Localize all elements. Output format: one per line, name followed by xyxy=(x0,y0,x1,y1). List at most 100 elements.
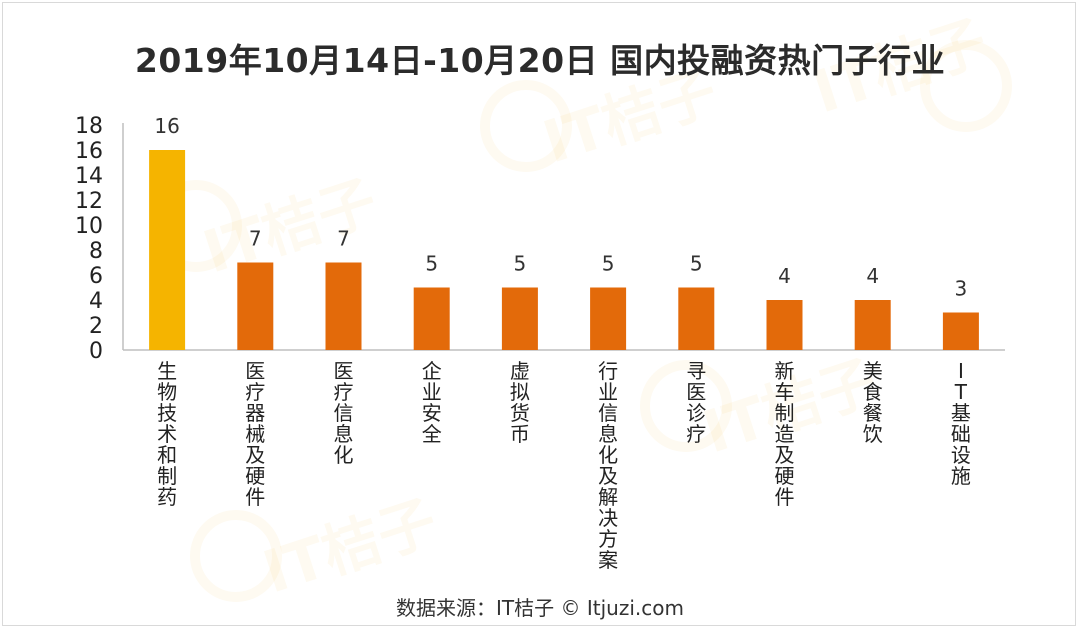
bar xyxy=(854,300,891,350)
y-tick-label: 14 xyxy=(75,164,103,189)
category-label-char: 解 xyxy=(598,485,618,509)
category-label-char: 疗 xyxy=(245,380,265,404)
source-note: 数据来源：IT桔子 © Itjuzi.com xyxy=(396,596,684,620)
category-label-char: 化 xyxy=(598,443,618,467)
category-label-char: 施 xyxy=(951,464,971,488)
category-label-char: 物 xyxy=(157,380,177,404)
category-label-char: 新 xyxy=(775,359,795,383)
category-label-char: 及 xyxy=(245,443,265,467)
data-label: 7 xyxy=(337,227,350,251)
y-tick-label: 16 xyxy=(75,139,103,164)
category-label-char: 制 xyxy=(775,401,795,425)
y-tick-label: 12 xyxy=(75,189,103,214)
y-tick-label: 2 xyxy=(89,314,103,339)
data-label: 16 xyxy=(154,114,179,138)
category-label-char: 基 xyxy=(951,401,971,425)
category-label-char: 础 xyxy=(951,422,971,446)
data-label: 5 xyxy=(425,252,438,276)
y-tick-label: 6 xyxy=(89,264,103,289)
watermark-logo-ring xyxy=(920,40,1012,132)
bar xyxy=(501,287,538,350)
data-label: 5 xyxy=(690,252,703,276)
category-label-char: 行 xyxy=(598,359,618,383)
y-tick-label: 4 xyxy=(89,289,103,314)
category-label-char: 息 xyxy=(598,422,618,446)
category-label-char: 械 xyxy=(245,422,265,446)
data-label: 5 xyxy=(514,252,527,276)
bar xyxy=(237,262,274,350)
category-label-char: 安 xyxy=(422,401,442,425)
category-label-char: 件 xyxy=(245,485,265,509)
category-label-char: 企 xyxy=(422,359,442,383)
bar xyxy=(325,262,362,350)
category-label-char: 诊 xyxy=(686,401,706,425)
category-label-char: 硬 xyxy=(775,464,795,488)
bar xyxy=(766,300,803,350)
bar xyxy=(942,312,979,350)
y-tick-label: 10 xyxy=(75,214,103,239)
category-label-char: 制 xyxy=(157,464,177,488)
category-label-char: 货 xyxy=(510,401,530,425)
data-label: 7 xyxy=(249,227,262,251)
bar xyxy=(413,287,450,350)
category-label-char: 餐 xyxy=(863,401,883,425)
data-labels: 16 7 7 5 5 5 5 4 4 3 xyxy=(154,114,967,301)
data-label: 3 xyxy=(955,277,968,301)
data-label: 4 xyxy=(778,264,791,288)
bar xyxy=(678,287,715,350)
category-label-char: 美 xyxy=(863,359,883,383)
category-label-char: 息 xyxy=(334,422,354,446)
category-label-char: 器 xyxy=(245,401,265,425)
category-label-char: 医 xyxy=(686,380,706,404)
category-label-char: 拟 xyxy=(510,380,530,404)
category-label-char: 化 xyxy=(334,443,354,467)
y-tick-label: 8 xyxy=(89,239,103,264)
category-label-char: 疗 xyxy=(334,380,354,404)
category-label-char: 虚 xyxy=(510,359,530,383)
category-label-char: 案 xyxy=(598,548,618,572)
chart-title: 2019年10月14日-10月20日 国内投融资热门子行业 xyxy=(134,41,946,80)
category-label-char: 医 xyxy=(245,359,265,383)
category-label-char: 及 xyxy=(775,443,795,467)
category-label-char: 全 xyxy=(422,422,442,446)
category-label-char: 决 xyxy=(598,506,618,530)
bars xyxy=(149,150,979,350)
category-label-char: 疗 xyxy=(686,422,706,446)
category-label-char: 信 xyxy=(334,401,354,425)
category-label-char: 币 xyxy=(510,422,530,446)
category-label-char: 及 xyxy=(598,464,618,488)
category-label-char: 饮 xyxy=(863,422,883,446)
category-label-char: 硬 xyxy=(245,464,265,488)
category-label-char: 术 xyxy=(157,422,177,446)
watermark-logo-ring xyxy=(190,510,282,602)
category-label-char: 寻 xyxy=(686,359,706,383)
category-labels: 生物技术和制药医疗器械及硬件医疗信息化企业安全虚拟货币行业信息化及解决方案寻医诊… xyxy=(157,359,971,572)
y-tick-label: 18 xyxy=(75,114,103,139)
category-label-char: 方 xyxy=(598,527,618,551)
category-label-char: 技 xyxy=(157,401,177,425)
category-label-char: 生 xyxy=(157,359,177,383)
category-label-char: T xyxy=(954,380,968,404)
category-label-char: 件 xyxy=(775,485,795,509)
bar xyxy=(149,150,186,350)
data-label: 4 xyxy=(866,264,879,288)
category-label-char: 医 xyxy=(334,359,354,383)
category-label-char: 车 xyxy=(775,380,795,404)
category-label-char: 信 xyxy=(598,401,618,425)
watermark-logo-ring xyxy=(640,360,732,452)
watermark-logo-ring xyxy=(480,80,572,172)
category-label-char: 造 xyxy=(775,422,795,446)
bar xyxy=(590,287,627,350)
y-tick-label: 0 xyxy=(89,339,103,364)
